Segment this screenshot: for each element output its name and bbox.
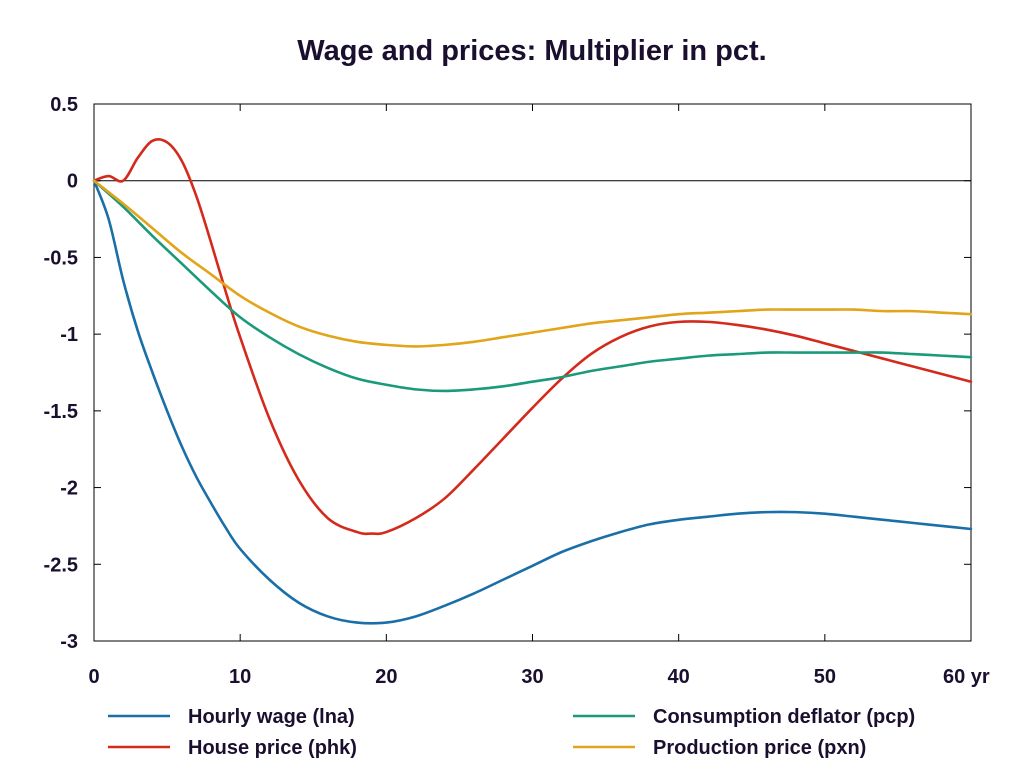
legend-item-production-price: Production price (pxn): [573, 737, 866, 759]
series-lines: [92, 138, 973, 625]
y-tick-label: -1.5: [44, 401, 78, 423]
legend-item-hourly-wage: Hourly wage (lna): [108, 706, 355, 728]
series-line-hourly-wage: [92, 179, 973, 625]
legend-label: Hourly wage (lna): [188, 706, 355, 728]
chart-title: Wage and prices: Multiplier in pct.: [297, 35, 766, 67]
series-line-production-price: [92, 179, 973, 348]
legend-item-consumption-deflator: Consumption deflator (pcp): [573, 706, 915, 728]
legend: Hourly wage (lna) House price (phk) Consum…: [108, 706, 915, 759]
x-tick-label: 10: [229, 666, 251, 688]
x-tick-label: 0: [88, 666, 99, 688]
y-tick-label: -3: [60, 631, 78, 653]
axis-ticks: [93, 103, 972, 642]
legend-label: Production price (pxn): [653, 737, 866, 759]
x-tick-label: 60 yr: [943, 666, 990, 688]
y-tick-label: -2: [60, 478, 78, 500]
y-tick-label: 0: [67, 171, 78, 193]
x-tick-label: 40: [668, 666, 690, 688]
series-line-house-price: [92, 138, 973, 536]
plot-area-frame: [93, 103, 972, 642]
legend-item-house-price: House price (phk): [108, 737, 357, 759]
legend-label: House price (phk): [188, 737, 357, 759]
x-tick-label: 50: [814, 666, 836, 688]
y-axis-tick-labels: 0.5 0 -0.5 -1 -1.5 -2 -2.5 -3: [44, 94, 78, 653]
x-tick-label: 30: [521, 666, 543, 688]
y-tick-label: -2.5: [44, 554, 78, 576]
y-tick-label: -1: [60, 324, 78, 346]
x-tick-label: 20: [375, 666, 397, 688]
y-tick-label: 0.5: [50, 94, 78, 116]
legend-label: Consumption deflator (pcp): [653, 706, 915, 728]
x-axis-tick-labels: 0 10 20 30 40 50 60 yr: [88, 666, 989, 688]
y-tick-label: -0.5: [44, 247, 78, 269]
series-line-consumption-deflator: [92, 179, 973, 393]
